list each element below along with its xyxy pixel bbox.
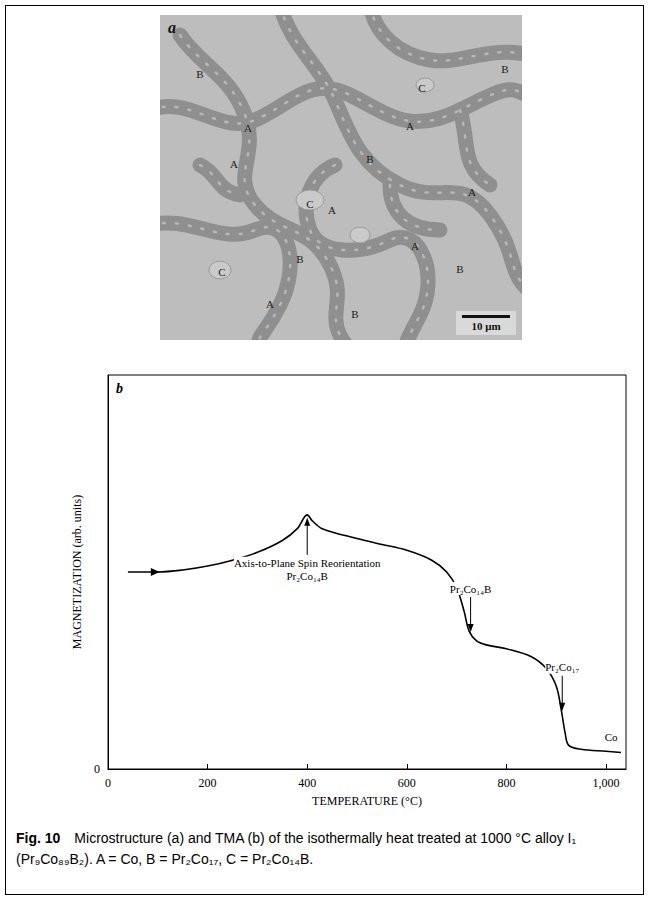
svg-text:B: B	[456, 263, 463, 275]
svg-text:600: 600	[398, 776, 416, 790]
svg-text:C: C	[218, 266, 225, 278]
svg-text:A: A	[328, 204, 336, 216]
svg-text:B: B	[366, 153, 373, 165]
svg-text:Axis-to-Plane Spin Reorientati: Axis-to-Plane Spin Reorientation	[234, 557, 381, 569]
svg-text:A: A	[244, 122, 252, 134]
svg-text:MAGNETIZATION (arb. units): MAGNETIZATION (arb. units)	[70, 495, 84, 649]
svg-text:A: A	[406, 120, 414, 132]
svg-text:800: 800	[497, 776, 515, 790]
svg-text:A: A	[266, 298, 274, 310]
svg-text:Pr₂Co₁₄B: Pr₂Co₁₄B	[450, 583, 491, 595]
svg-text:B: B	[196, 68, 203, 80]
svg-text:Co: Co	[605, 731, 618, 743]
svg-text:10 μm: 10 μm	[471, 320, 500, 332]
svg-text:400: 400	[298, 776, 316, 790]
html-text:Fig. 10 Microstructure (a) and: Fig. 10 Microstructure (a) and TMA (b) o…	[16, 830, 577, 867]
svg-text:TEMPERATURE (°C): TEMPERATURE (°C)	[312, 794, 422, 808]
svg-text:0: 0	[105, 776, 111, 790]
svg-text:B: B	[296, 253, 303, 265]
svg-text:200: 200	[199, 776, 217, 790]
svg-text:a: a	[168, 19, 176, 36]
svg-text:A: A	[468, 186, 476, 198]
svg-text:A: A	[230, 158, 238, 170]
svg-text:b: b	[116, 381, 123, 396]
svg-text:0: 0	[94, 762, 100, 776]
svg-text:B: B	[501, 63, 508, 75]
svg-text:Pr₂Co₁₄B: Pr₂Co₁₄B	[286, 570, 327, 582]
svg-text:C: C	[418, 82, 425, 94]
svg-text:C: C	[306, 198, 313, 210]
svg-text:A: A	[411, 240, 419, 252]
svg-text:Pr₂Co₁₇: Pr₂Co₁₇	[545, 661, 579, 673]
svg-text:1,000: 1,000	[593, 776, 620, 790]
svg-text:B: B	[351, 308, 358, 320]
